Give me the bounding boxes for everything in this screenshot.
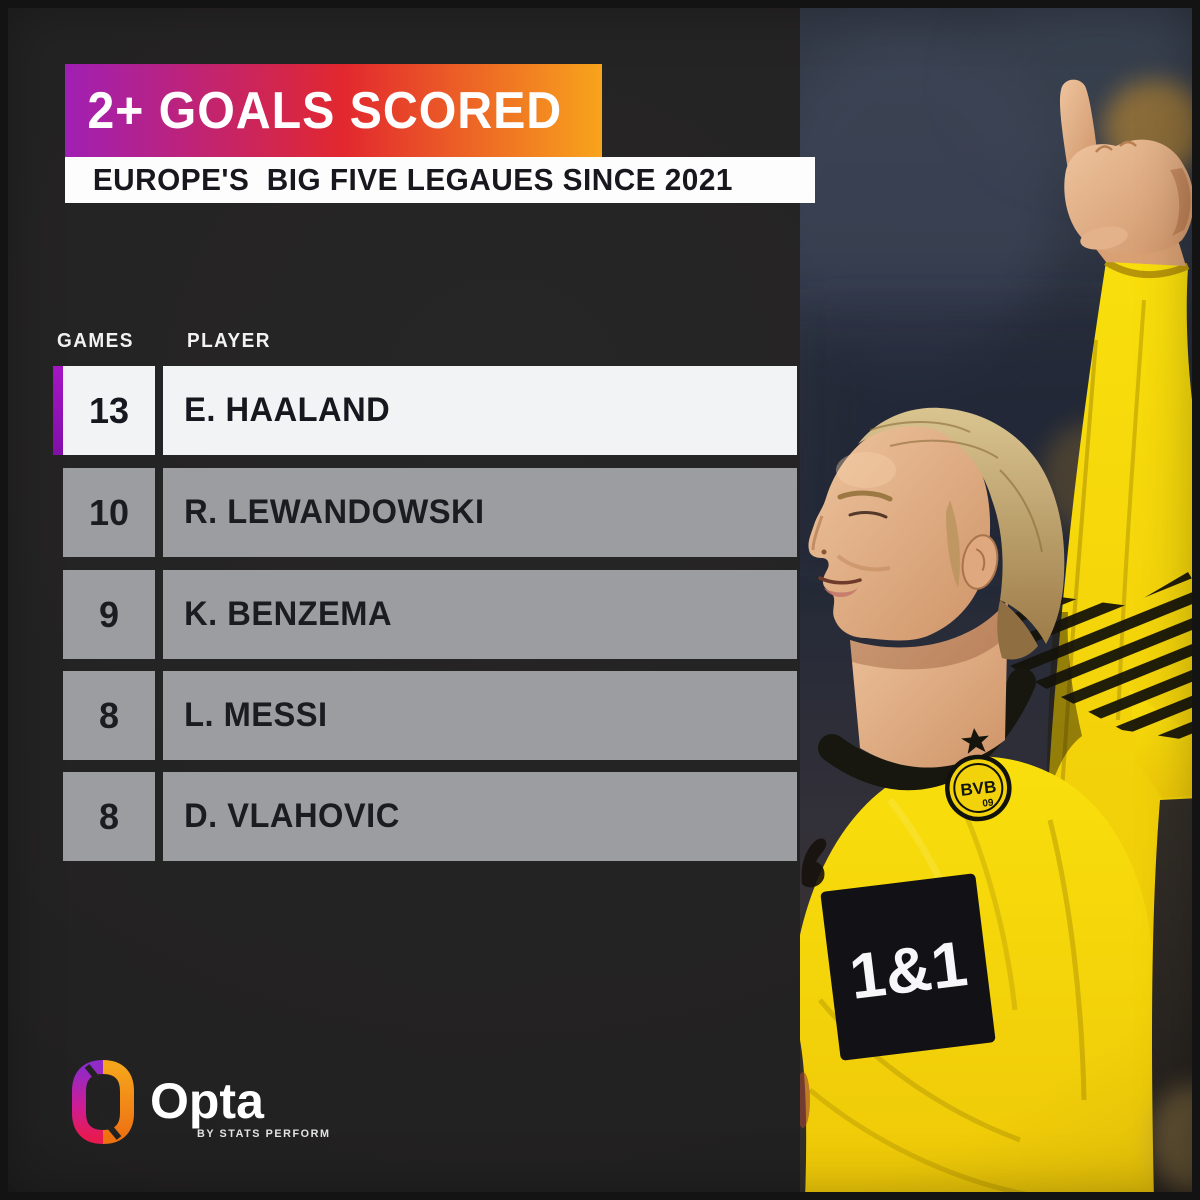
page-title: 2+ GOALS SCORED <box>87 82 563 140</box>
bvb-crest: BVB 09 <box>945 728 1012 822</box>
table-row: 13 E. HAALAND <box>0 366 800 455</box>
ear <box>961 534 999 590</box>
page-subtitle: EUROPE'S BIG FIVE LEGAUES SINCE 2021 <box>92 162 733 197</box>
mouth <box>818 576 862 585</box>
column-header-games: GAMES <box>57 330 134 352</box>
games-value: 10 <box>63 468 155 557</box>
highlight-stripe <box>53 366 63 455</box>
games-value: 8 <box>63 772 155 861</box>
player-name: E. HAALAND <box>184 391 391 429</box>
player-name: L. MESSI <box>184 696 328 734</box>
eyebrow <box>837 490 893 502</box>
sleeve-cuff <box>1104 258 1190 278</box>
player-cell: K. BENZEMA <box>163 570 797 659</box>
sponsor-patch: 1&1 <box>820 873 996 1061</box>
neck <box>850 600 1008 768</box>
opta-logo-text: Opta <box>150 1073 264 1129</box>
crest-number: 09 <box>982 797 995 809</box>
table-row: 8 D. VLAHOVIC <box>0 772 800 861</box>
player-cell: R. LEWANDOWSKI <box>163 468 797 557</box>
player-name: D. VLAHOVIC <box>184 797 400 835</box>
player-photo: BVB 09 1&1 <box>800 0 1200 1200</box>
player-cell: E. HAALAND <box>163 366 797 455</box>
hair <box>858 407 1065 644</box>
table-row: 8 L. MESSI <box>0 671 800 760</box>
games-value: 9 <box>63 570 155 659</box>
opta-logo-icon <box>72 1060 134 1144</box>
crest-text: BVB <box>960 777 998 800</box>
player-name: R. LEWANDOWSKI <box>184 493 485 531</box>
puma-logo-icon <box>801 838 827 888</box>
opta-tagline: BY STATS PERFORM <box>197 1128 331 1140</box>
eye <box>848 511 888 519</box>
column-header-player: PLAYER <box>187 330 271 352</box>
sponsor-text: 1&1 <box>846 927 971 1013</box>
table-row: 9 K. BENZEMA <box>0 570 800 659</box>
player-name: K. BENZEMA <box>184 595 393 633</box>
games-value: 8 <box>63 671 155 760</box>
pointing-hand <box>1059 79 1194 266</box>
nostril <box>821 549 827 555</box>
face <box>808 424 991 641</box>
title-banner: 2+ GOALS SCORED <box>65 64 602 158</box>
games-value: 13 <box>63 366 155 455</box>
player-cell: L. MESSI <box>163 671 797 760</box>
subtitle-bar: EUROPE'S BIG FIVE LEGAUES SINCE 2021 <box>65 157 815 203</box>
crest-star-icon <box>961 728 989 754</box>
player-head <box>808 407 1065 660</box>
table-row: 10 R. LEWANDOWSKI <box>0 468 800 557</box>
player-cell: D. VLAHOVIC <box>163 772 797 861</box>
